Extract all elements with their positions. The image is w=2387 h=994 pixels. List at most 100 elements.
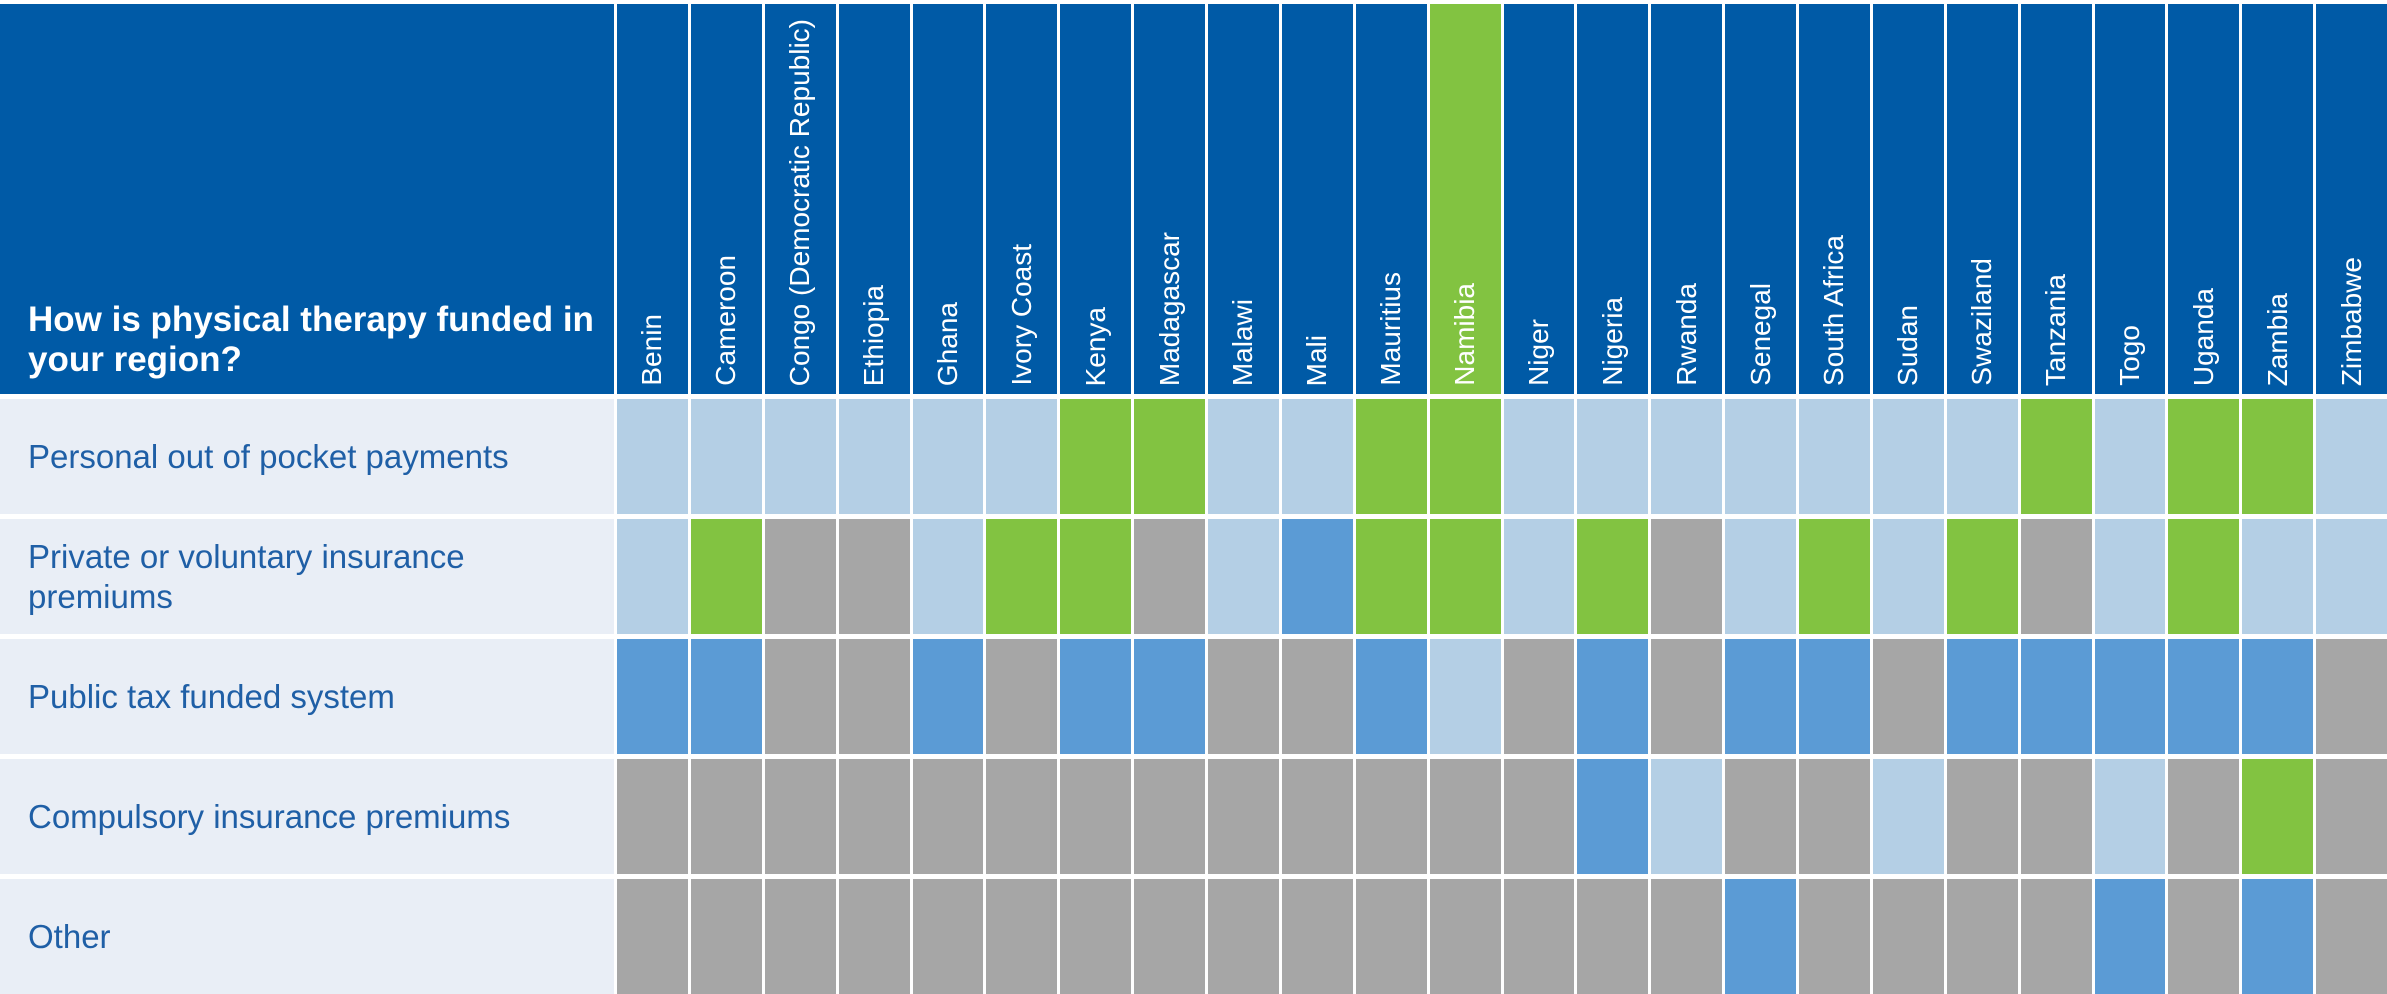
country-header: Kenya [1060,4,1132,394]
cell [690,639,762,754]
cell [1946,519,2018,634]
cell [2242,399,2314,514]
country-header: Congo (Democratic Republic) [764,4,836,394]
cell [986,879,1058,994]
country-name: Uganda [2187,287,2219,386]
cell [1946,399,2018,514]
cell [2242,519,2314,634]
cell [690,399,762,514]
cell [1281,399,1353,514]
cell [2094,879,2166,994]
cell [1946,879,2018,994]
cell [2094,639,2166,754]
country-header: Mali [1281,4,1353,394]
cell [2168,879,2240,994]
cell [1281,519,1353,634]
cell [1355,519,1427,634]
cell [2316,399,2387,514]
question: How is physical therapy funded in your r… [28,300,594,379]
country-header: Zimbabwe [2316,4,2387,394]
question-header: How is physical therapy funded in your r… [0,4,614,394]
cell [1799,759,1870,874]
cell [2094,399,2166,514]
country-name: Mauritius [1375,272,1407,386]
cell [1872,639,1944,754]
cell [1725,759,1796,874]
cell [1355,759,1427,874]
cell [1208,519,1279,634]
cell [617,879,688,994]
cell [764,639,836,754]
cell [617,399,688,514]
country-name: Ethiopia [858,284,890,386]
cell [912,399,984,514]
cell [1503,519,1575,634]
country-name: Congo (Democratic Republic) [784,18,816,386]
country-header: Benin [617,4,688,394]
cell [1725,639,1796,754]
country-name: Kenya [1079,306,1111,386]
country-header: Nigeria [1577,4,1649,394]
cell [2242,639,2314,754]
cell [912,759,984,874]
cell [2020,639,2092,754]
country-header: Cameroon [690,4,762,394]
cell [912,639,984,754]
cell [1946,759,2018,874]
cell [1134,639,1205,754]
cell [1429,879,1501,994]
country-name: Namibia [1449,283,1481,386]
cell [912,879,984,994]
cell [2094,759,2166,874]
cell [690,759,762,874]
cell [1060,639,1132,754]
cell [1577,519,1649,634]
cell [2242,759,2314,874]
cell [1577,879,1649,994]
country-header: South Africa [1799,4,1870,394]
country-name: Togo [2113,325,2145,386]
cell [1208,399,1279,514]
country-name: Tanzania [2040,273,2072,386]
cell [1872,759,1944,874]
cell [2168,759,2240,874]
country-name: Sudan [1892,305,1924,386]
cell [2316,879,2387,994]
country-name: Senegal [1744,283,1776,386]
row-label: Personal out of pocket payments [0,399,614,514]
cell [1946,639,2018,754]
cell [1725,399,1796,514]
cell [2168,519,2240,634]
cell [2020,759,2092,874]
country-header: Namibia [1429,4,1501,394]
country-header: Sudan [1872,4,1944,394]
country-header: Tanzania [2020,4,2092,394]
cell [1872,519,1944,634]
country-name: Swaziland [1966,258,1998,386]
country-name: Ghana [931,301,963,386]
cell [2020,879,2092,994]
cell [1208,639,1279,754]
cell [1577,399,1649,514]
cell [2020,519,2092,634]
cell [986,759,1058,874]
cell [2094,519,2166,634]
cell [1651,639,1723,754]
cell [838,759,910,874]
cell [838,519,910,634]
cell [1060,519,1132,634]
country-header: Swaziland [1946,4,2018,394]
cell [764,519,836,634]
cell [1651,759,1723,874]
cell [1577,639,1649,754]
country-header: Rwanda [1651,4,1723,394]
cell [617,519,688,634]
country-header: Uganda [2168,4,2240,394]
cell [1060,879,1132,994]
cell [1799,399,1870,514]
country-header: Ivory Coast [986,4,1058,394]
cell [1503,879,1575,994]
cell [617,639,688,754]
cell [1134,879,1205,994]
cell [912,519,984,634]
